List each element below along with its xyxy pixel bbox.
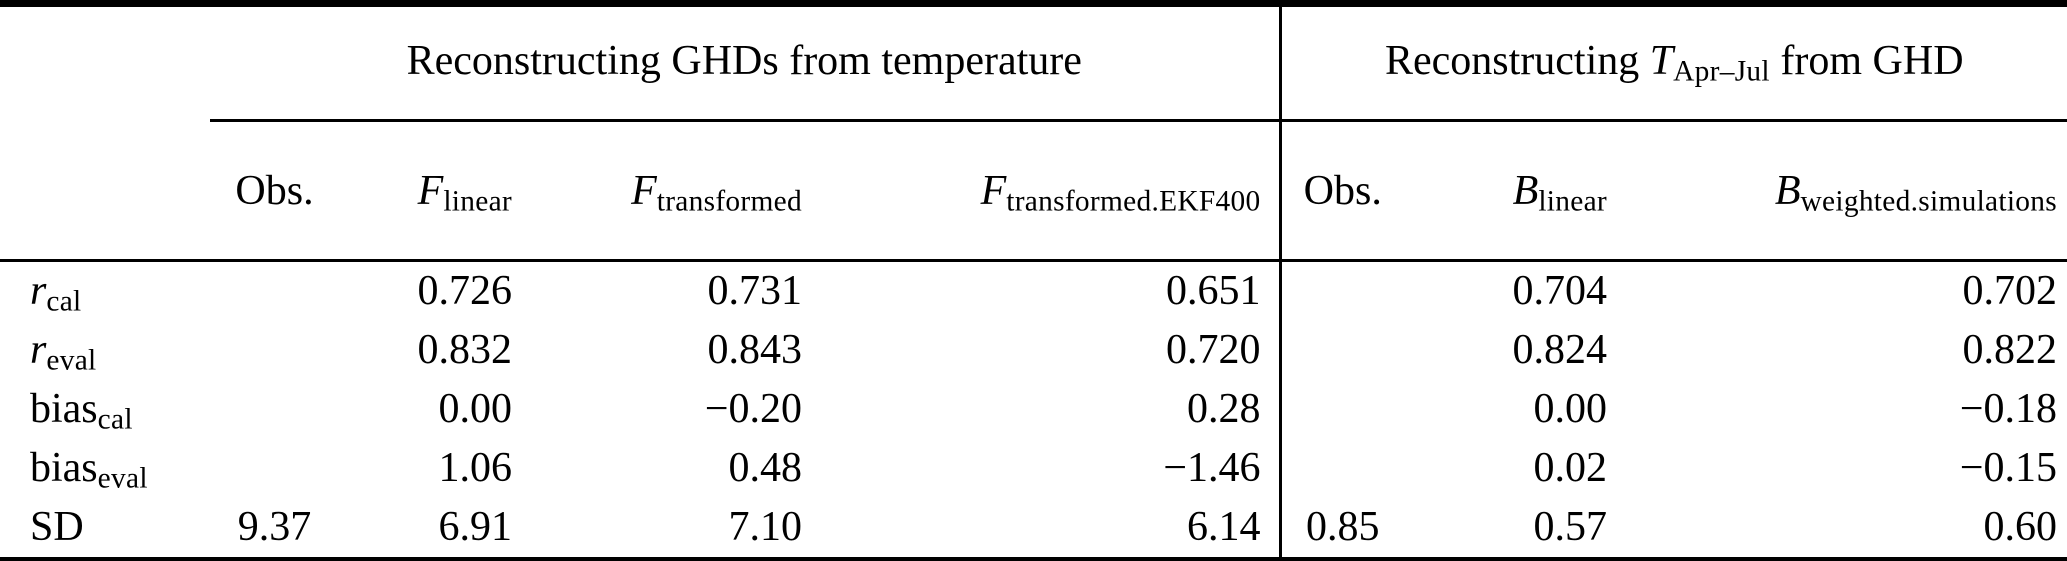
row-label-sub: cal [46,285,82,318]
cell-b-weighted: 0.60 [1983,504,2058,551]
row-label: reval [0,321,210,380]
cell-f-transformed-ekf400: 0.720 [1166,327,1261,374]
col-header-f-transformed: Ftransformed [530,120,820,262]
group-header-temp: Reconstructing TApr–Jul from GHD [1278,3,2067,122]
cell-b-linear: 0.824 [1512,327,1608,374]
table-row-biaseval: biaseval 1.06 0.48 −1.46 0.02 −0.15 [0,439,2067,499]
cell-f-linear: 6.91 [438,504,513,551]
col-header-f-linear: Flinear [345,120,530,262]
row-label: biaseval [0,439,210,498]
row-label-var: r [30,268,47,314]
cell-obs-right: 0.85 [1278,498,1410,560]
cell-f-transformed: 0.48 [728,445,803,492]
row-label: biascal [0,380,210,439]
cell-b-weighted: 0.822 [1962,327,2058,374]
table-row-reval: reval 0.832 0.843 0.720 0.824 0.822 [0,321,2067,381]
corner-spacer [0,4,210,121]
col-header-var: F [980,167,1007,214]
cell-f-transformed-ekf400: 0.651 [1166,268,1261,314]
col-header-var: B [1774,167,1801,214]
group-title-text: Reconstructing [1384,38,1650,85]
row-label-var: r [30,327,47,374]
column-header-row: Obs. Flinear Ftransformed Ftransformed.E… [0,120,2067,262]
row-label: SD [0,498,210,559]
cell-f-transformed: −0.20 [704,386,802,433]
col-header-b-linear: Blinear [1410,120,1625,262]
row-label-sub: eval [46,344,97,377]
cell-f-transformed: 0.843 [707,327,803,374]
col-header-sub: transformed [656,185,802,218]
cell-b-linear: 0.704 [1512,268,1608,314]
cell-f-transformed-ekf400: −1.46 [1163,445,1261,492]
group-title-sub: Apr–Jul [1673,55,1770,88]
cell-obs-left [210,439,345,498]
cell-f-transformed: 0.731 [707,268,803,314]
col-header-text: Obs. [235,167,314,214]
col-header-f-transformed-ekf400: Ftransformed.EKF400 [820,120,1280,262]
cell-obs-right [1278,260,1410,322]
col-header-sub: weighted.simulations [1800,185,2058,218]
cell-b-linear: 0.00 [1533,386,1608,433]
cell-obs-right [1278,321,1410,381]
col-header-sub: linear [1538,185,1607,218]
table-header: Reconstructing GHDs from temperature Rec… [0,3,2067,262]
cell-f-linear: 0.00 [438,386,513,433]
col-header-sub: transformed.EKF400 [1006,185,1261,218]
table-row-sd: SD 9.37 6.91 7.10 6.14 0.85 0.57 0.60 [0,498,2067,560]
col-header-var: F [417,167,444,214]
cell-obs-right [1278,380,1410,440]
row-label-sub: cal [97,403,133,436]
cell-obs-right [1278,439,1410,499]
col-header-text: Obs. [1303,167,1382,214]
cell-obs-left [210,380,345,439]
table-row-rcal: rcal 0.726 0.731 0.651 0.704 0.702 [0,260,2067,322]
table-body: rcal 0.726 0.731 0.651 0.704 0.702 reval… [0,260,2067,560]
cell-f-transformed-ekf400: 0.28 [1187,386,1261,433]
col-header-obs-right: Obs. [1278,120,1410,262]
cell-f-linear: 0.832 [417,327,513,374]
group-title-text: Reconstructing GHDs from temperature [406,38,1082,85]
row-label: rcal [0,261,210,322]
col-header-var: B [1512,167,1539,214]
cell-f-linear: 0.726 [417,268,513,314]
col-header-sub: linear [443,185,512,218]
cell-b-linear: 0.57 [1533,504,1608,551]
row-label-text: SD [30,504,84,551]
row-label-spacer [0,120,210,262]
col-header-var: F [631,167,657,214]
row-label-text: bias [30,445,98,492]
cell-obs-left: 9.37 [237,504,312,551]
table-row-biascal: biascal 0.00 −0.20 0.28 0.00 −0.18 [0,380,2067,440]
cell-f-linear: 1.06 [438,445,513,492]
col-header-b-weighted: Bweighted.simulations [1625,120,2067,262]
group-header-ghd: Reconstructing GHDs from temperature [210,3,1280,122]
row-label-text: bias [30,386,98,433]
cell-f-transformed: 7.10 [728,504,803,551]
col-header-obs-left: Obs. [210,120,345,262]
group-title-var: T [1649,38,1674,85]
group-header-row: Reconstructing GHDs from temperature Rec… [0,3,2067,122]
cell-b-weighted: −0.15 [1959,445,2058,492]
cell-f-transformed-ekf400: 6.14 [1187,504,1261,551]
cell-b-linear: 0.02 [1533,445,1608,492]
group-title-post: from GHD [1769,38,1964,85]
cell-obs-left [210,261,345,322]
cell-b-weighted: −0.18 [1959,386,2058,433]
cell-b-weighted: 0.702 [1962,268,2058,314]
cell-obs-left [210,321,345,380]
row-label-sub: eval [97,462,148,495]
